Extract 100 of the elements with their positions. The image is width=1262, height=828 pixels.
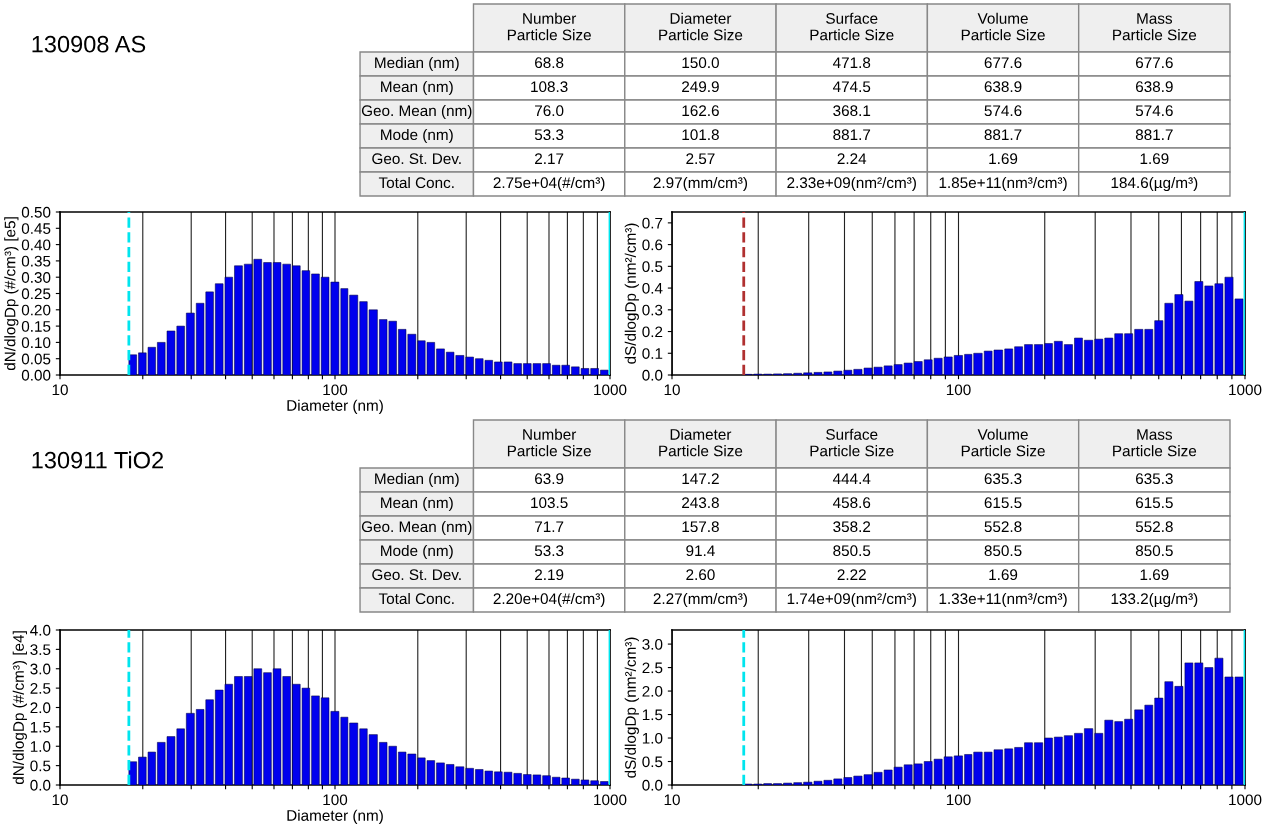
category-label: Volume Particle Size: [961, 12, 1045, 41]
text: 68.8: [535, 57, 564, 69]
y-axis-title: dS/dlogDp (nm²/cm³): [624, 223, 639, 364]
text: 1.69: [989, 569, 1018, 581]
text: 368.1: [833, 105, 871, 117]
text: 635.3: [984, 473, 1022, 485]
text: 2.60: [686, 569, 715, 581]
text: 157.8: [682, 521, 719, 533]
y-tick-label: 0.05: [21, 353, 51, 365]
x-tick-label: 1000: [1229, 794, 1262, 806]
y-tick-label: 0.1: [642, 348, 663, 359]
y-tick-label: 0.25: [21, 288, 51, 300]
text: 358.2: [833, 521, 871, 533]
text: 2.97(mm/cm³): [653, 176, 748, 192]
x-tick-label: 1000: [594, 384, 627, 396]
y-axis-title: dS/dlogDp (nm²/cm³): [624, 637, 639, 778]
category-label: Geo. Mean (nm): [361, 520, 472, 536]
text: 474.5: [832, 81, 871, 93]
text: 103.5: [531, 497, 568, 509]
category-label: Geo. St. Dev.: [372, 569, 461, 581]
text: 574.6: [1135, 105, 1173, 117]
y-tick-label: 0.35: [21, 255, 51, 267]
y-tick-label: 1.0: [30, 741, 51, 752]
category-label: Mode (nm): [381, 544, 453, 560]
text: 2.27(mm/cm³): [653, 592, 748, 608]
text: 1.33e+11(nm³/cm³): [939, 592, 1067, 608]
text: 881.7: [833, 129, 871, 141]
text: 881.7: [1135, 129, 1173, 141]
text: 850.5: [984, 545, 1022, 557]
text: 850.5: [1135, 545, 1173, 557]
text: 552.8: [984, 521, 1022, 533]
y-tick-label: 0.40: [21, 239, 51, 251]
x-tick-label: 10: [52, 794, 68, 806]
x-tick-label: 100: [946, 384, 971, 396]
category-label: Geo. St. Dev.: [372, 153, 461, 165]
y-axis-title: dN/dlogDp (#/cm³) [e4]: [12, 631, 27, 785]
y-tick-label: 0.00: [21, 369, 51, 381]
text: 1.69: [1140, 569, 1169, 581]
text: 552.8: [1135, 521, 1173, 533]
category-label: Number Particle Size: [507, 428, 591, 457]
text: 638.9: [1135, 81, 1173, 93]
y-tick-label: 1.5: [642, 709, 663, 721]
x-axis-title: Diameter (nm): [287, 399, 383, 414]
y-tick-label: 2.0: [642, 685, 663, 697]
y-tick-label: 0.45: [21, 223, 51, 234]
text: 101.8: [682, 129, 719, 141]
category-label: Mass Particle Size: [1113, 13, 1197, 41]
x-tick-label: 10: [52, 384, 68, 396]
text: 458.6: [832, 497, 871, 509]
y-tick-label: 0.7: [642, 217, 663, 229]
category-label: Mean (nm): [381, 80, 453, 96]
y-tick-label: 3.5: [30, 644, 51, 656]
text: 133.2(µg/m³): [1111, 592, 1198, 608]
text: 635.3: [1135, 473, 1173, 485]
y-tick-label: 0.50: [21, 206, 51, 218]
y-tick-label: 0.5: [642, 261, 663, 273]
text: 881.7: [984, 129, 1022, 141]
text: 76.0: [535, 105, 564, 117]
x-tick-label: 100: [323, 794, 348, 806]
y-tick-label: 0.30: [21, 272, 51, 283]
text: 63.9: [535, 473, 564, 485]
y-tick-label: 0.0: [642, 779, 663, 791]
category-label: Diameter Particle Size: [659, 428, 743, 457]
x-tick-label: 1000: [1229, 384, 1262, 396]
category-label: Mass Particle Size: [1113, 429, 1197, 457]
text: 638.9: [984, 81, 1022, 93]
y-tick-label: 0.5: [642, 756, 663, 768]
text: 108.3: [531, 81, 568, 93]
text: 615.5: [984, 497, 1022, 509]
text: 2.24: [837, 153, 867, 164]
text: 677.6: [984, 57, 1022, 69]
y-tick-label: 4.0: [30, 624, 51, 636]
y-tick-label: 0.6: [642, 239, 663, 251]
text: 147.2: [682, 473, 719, 484]
x-tick-label: 10: [664, 794, 680, 806]
text: 2.17: [535, 153, 564, 164]
category-label: Median (nm): [375, 472, 459, 488]
x-axis-title: Diameter (nm): [287, 809, 383, 824]
y-tick-label: 0.0: [642, 369, 663, 381]
y-tick-label: 0.0: [30, 779, 51, 791]
y-tick-label: 0.2: [642, 326, 663, 338]
y-tick-label: 0.15: [21, 320, 51, 332]
text: 677.6: [1135, 57, 1173, 69]
text: 53.3: [534, 129, 564, 141]
text: 1.74e+09(nm²/cm³): [787, 592, 916, 608]
category-label: Diameter Particle Size: [659, 12, 743, 41]
category-label: Median (nm): [375, 56, 459, 72]
text: 2.22: [837, 569, 866, 580]
category-label: Total Conc.: [378, 592, 454, 605]
text: 2.57: [686, 153, 715, 165]
y-tick-label: 0.3: [642, 304, 663, 316]
category-label: Mean (nm): [381, 496, 453, 512]
text: 243.8: [682, 497, 719, 509]
y-axis-title: dN/dlogDp (#/cm³) [e5]: [4, 217, 19, 371]
category-label: Total Conc.: [378, 176, 454, 189]
y-tick-label: 2.0: [30, 702, 51, 714]
text: 444.4: [832, 473, 871, 484]
x-tick-label: 10: [664, 384, 680, 396]
text: 1.69: [1140, 153, 1169, 165]
text: 615.5: [1135, 497, 1173, 509]
